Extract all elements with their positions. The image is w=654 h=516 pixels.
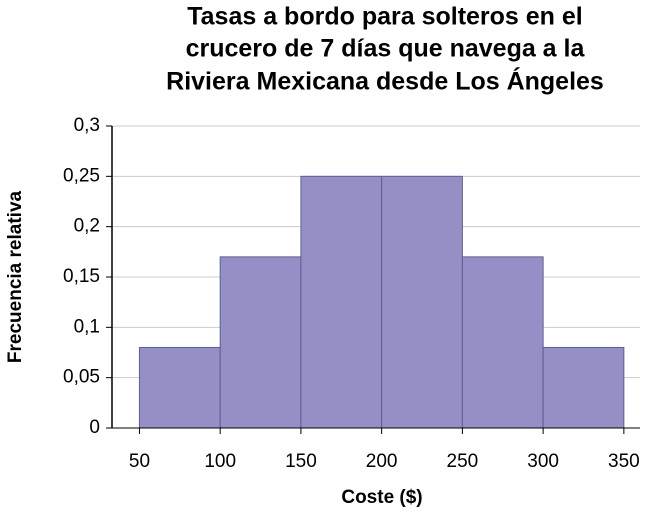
bar [138, 346, 221, 429]
bar [300, 175, 383, 429]
x-tick-label: 50 [129, 451, 150, 472]
y-tick-label: 0 [89, 417, 100, 438]
y-tick-label: 0,15 [63, 266, 100, 287]
chart-title: Tasas a bordo para solteros en el [187, 3, 583, 31]
x-tick-label: 150 [285, 451, 317, 472]
y-tick-label: 0,2 [74, 216, 100, 237]
x-tick-label: 200 [366, 451, 398, 472]
bar [381, 175, 463, 429]
bar [542, 346, 625, 429]
bar [219, 256, 302, 429]
y-axis-title: Frecuencia relativa [5, 190, 26, 363]
x-tick-label: 350 [608, 451, 640, 472]
chart-title: Riviera Mexicana desde Los Ángeles [166, 67, 604, 96]
y-tick-label: 0,3 [74, 115, 100, 136]
x-tick-label: 250 [447, 451, 479, 472]
x-tick-label: 300 [527, 451, 559, 472]
y-tick-label: 0,1 [74, 316, 100, 337]
bar [461, 256, 544, 429]
x-tick-label: 100 [204, 451, 236, 472]
x-axis-title: Coste ($) [341, 487, 422, 508]
chart-title: crucero de 7 días que navega a la [186, 35, 586, 63]
y-tick-label: 0,05 [63, 367, 100, 388]
y-tick-label: 0,25 [63, 165, 100, 186]
